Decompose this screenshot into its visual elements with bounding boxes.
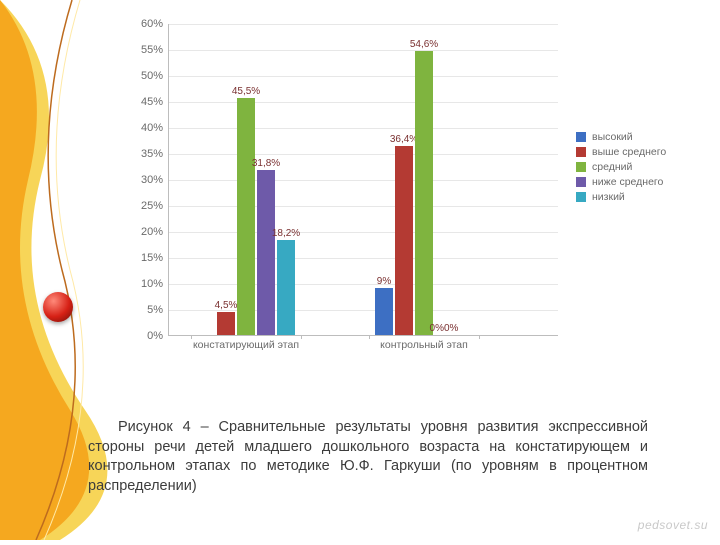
bar-value-label: 36,4% xyxy=(390,134,418,146)
bar-value-label: 0%0% xyxy=(430,323,459,335)
y-tick-label: 15% xyxy=(141,252,169,264)
legend: высокий выше среднего средний ниже среднего… xyxy=(576,128,666,206)
bar-high: 9% xyxy=(375,288,393,335)
y-tick-label: 55% xyxy=(141,44,169,56)
gridline xyxy=(169,284,558,285)
legend-label: ниже среднего xyxy=(592,176,663,188)
bar-value-label: 31,8% xyxy=(252,158,280,170)
bar-above_avg: 4,5% xyxy=(217,312,235,335)
legend-swatch xyxy=(576,177,586,187)
legend-item-below_avg: ниже среднего xyxy=(576,176,666,188)
y-tick-label: 50% xyxy=(141,70,169,82)
bar-avg: 45,5% xyxy=(237,98,255,335)
bar-avg: 54,6% xyxy=(415,51,433,335)
y-tick-label: 0% xyxy=(147,330,169,342)
bar-value-label: 45,5% xyxy=(232,86,260,98)
y-tick-label: 30% xyxy=(141,174,169,186)
legend-label: средний xyxy=(592,161,632,173)
legend-swatch xyxy=(576,192,586,202)
y-tick-label: 35% xyxy=(141,148,169,160)
y-tick-label: 60% xyxy=(141,18,169,30)
y-tick-label: 40% xyxy=(141,122,169,134)
bar-value-label: 18,2% xyxy=(272,228,300,240)
y-tick-label: 5% xyxy=(147,304,169,316)
y-tick-label: 10% xyxy=(141,278,169,290)
legend-swatch xyxy=(576,132,586,142)
red-sphere-ornament xyxy=(43,292,73,322)
legend-item-high: высокий xyxy=(576,131,666,143)
bar-low: 18,2% xyxy=(277,240,295,335)
gridline xyxy=(169,128,558,129)
gridline xyxy=(169,180,558,181)
watermark: pedsovet.su xyxy=(638,518,708,532)
legend-label: низкий xyxy=(592,191,625,203)
y-tick-label: 20% xyxy=(141,226,169,238)
legend-label: высокий xyxy=(592,131,633,143)
gridline xyxy=(169,24,558,25)
legend-item-avg: средний xyxy=(576,161,666,173)
bar-above_avg: 36,4% xyxy=(395,146,413,335)
x-group-label: констатирующий этап xyxy=(176,335,316,351)
legend-item-low: низкий xyxy=(576,191,666,203)
legend-swatch xyxy=(576,147,586,157)
y-tick-label: 45% xyxy=(141,96,169,108)
legend-label: выше среднего xyxy=(592,146,666,158)
bar-chart: 0% 5% 10% 15% 20% 25% 30% 35% 40% 45% 50% 55% 60% кон… xyxy=(110,18,700,378)
y-tick-label: 25% xyxy=(141,200,169,212)
bar-value-label: 54,6% xyxy=(410,39,438,51)
bar-value-label: 9% xyxy=(377,276,391,288)
bar-below_avg: 31,8% xyxy=(257,170,275,335)
gridline xyxy=(169,206,558,207)
legend-item-above_avg: выше среднего xyxy=(576,146,666,158)
bar-value-label: 4,5% xyxy=(215,300,238,312)
plot-area: 0%5%10%15%20%25%30%35%40%45%50%55%60%кон… xyxy=(168,24,558,336)
gridline xyxy=(169,76,558,77)
figure-caption: Рисунок 4 – Сравнительные результаты уро… xyxy=(88,418,648,496)
gridline xyxy=(169,154,558,155)
legend-swatch xyxy=(576,162,586,172)
gridline xyxy=(169,102,558,103)
gridline xyxy=(169,232,558,233)
gridline xyxy=(169,258,558,259)
x-group-label: контрольный этап xyxy=(354,335,494,351)
gridline xyxy=(169,50,558,51)
